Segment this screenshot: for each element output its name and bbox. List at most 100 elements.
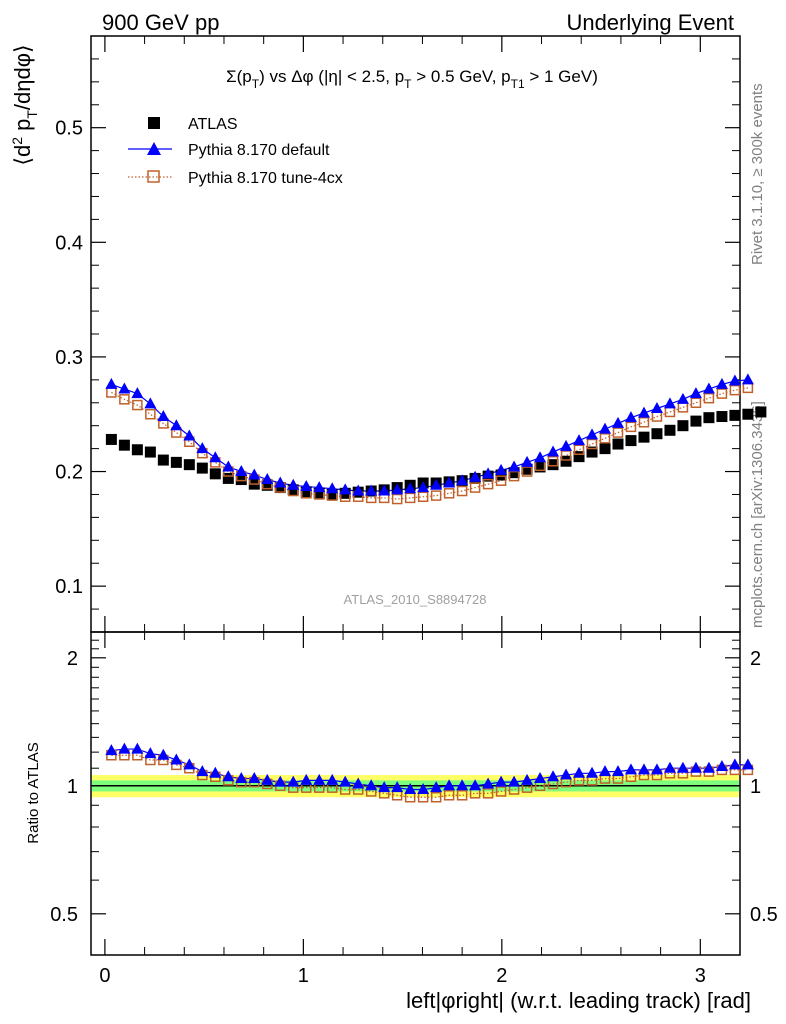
default-point: [404, 482, 417, 494]
legend-marker-default: [147, 142, 161, 155]
ratio-default-point: [495, 775, 508, 787]
ratio-y-tick-label-right: 1: [750, 776, 761, 798]
tune-point: [145, 408, 156, 420]
ratio-default-point: [365, 779, 378, 791]
atlas-point: [508, 467, 520, 479]
atlas-point: [209, 468, 221, 480]
rivet-version: Rivet 3.1.10, ≥ 300k events: [749, 83, 766, 265]
tune-point: [417, 491, 429, 503]
legend-marker-tune: [147, 170, 160, 183]
ratio-default-point: [560, 768, 573, 780]
tune-point: [716, 388, 728, 399]
ratio-default-point: [274, 775, 287, 787]
x-tick-label: 3: [695, 965, 706, 987]
atlas-point: [599, 443, 611, 455]
default-point: [144, 397, 157, 409]
default-point: [728, 374, 741, 386]
ratio-default-point: [417, 783, 430, 795]
default-point: [547, 445, 560, 457]
ratio-default-point: [261, 773, 274, 785]
y-tick-label: 0.3: [55, 347, 83, 369]
tune-point: [599, 433, 611, 444]
ratio-y-tick-label-right: 0.5: [750, 904, 778, 926]
atlas-point: [235, 474, 247, 486]
default-point: [313, 481, 326, 493]
legend-label-atlas: ATLAS: [188, 116, 238, 133]
y-tick-label: 0.2: [55, 462, 83, 484]
ratio-default-point: [222, 770, 235, 782]
ratio-default-point: [248, 772, 261, 784]
ratio-default-point: [183, 758, 196, 770]
ratio-default-point: [534, 772, 547, 784]
ratio-default-point: [728, 758, 741, 770]
tune-point: [521, 466, 533, 477]
atlas-point: [729, 409, 741, 421]
atlas-point: [274, 482, 286, 494]
x-tick-label: 1: [298, 965, 309, 987]
ratio-default-point: [715, 760, 728, 772]
ratio-default-point: [624, 763, 637, 775]
default-point: [339, 483, 352, 495]
tune-point: [625, 421, 637, 433]
default-point: [702, 382, 715, 394]
tune-point: [547, 455, 559, 467]
default-point: [365, 484, 378, 496]
default-point: [235, 465, 248, 477]
default-point: [417, 481, 430, 493]
default-point: [624, 411, 637, 423]
ratio-default-point: [469, 779, 482, 791]
tune-point: [586, 438, 598, 450]
ratio-default-point: [196, 765, 209, 777]
ratio-tune-point: [430, 791, 442, 803]
legend-marker-atlas: [148, 117, 160, 129]
y-tick-label: 0.5: [55, 118, 83, 140]
ratio-default-point: [313, 773, 326, 785]
atlas-point: [196, 462, 208, 474]
ratio-default-point: [676, 761, 689, 773]
ratio-y-tick-label-right: 2: [750, 648, 761, 670]
ratio-default-point: [378, 781, 391, 793]
atlas-point: [222, 472, 234, 484]
atlas-point: [144, 446, 156, 458]
atlas-point: [560, 455, 572, 467]
tune-point: [443, 488, 455, 499]
default-point: [131, 387, 144, 399]
atlas-point: [534, 461, 546, 473]
default-point: [118, 382, 131, 394]
ratio-default-point: [404, 783, 417, 795]
default-point: [352, 484, 365, 496]
ratio-y-tick-label: 2: [67, 648, 78, 670]
default-point: [183, 429, 196, 441]
ratio-default-point: [131, 742, 144, 754]
default-point: [560, 439, 573, 451]
default-point: [741, 373, 754, 385]
legend-label-tune: Pythia 8.170 tune-4cx: [188, 170, 343, 187]
tune-point: [495, 475, 507, 486]
ratio-y-tick-label: 0.5: [50, 904, 78, 926]
tune-point: [430, 490, 442, 501]
atlas-point: [105, 433, 117, 445]
mcplots-citation: mcplots.cern.ch [arXiv:1306.3436]: [749, 401, 766, 628]
default-point: [456, 474, 469, 486]
ratio-default-point: [573, 766, 586, 778]
tune-point: [703, 392, 715, 404]
ratio-default-point: [663, 761, 676, 773]
ratio-default-point: [650, 763, 663, 775]
atlas-point: [664, 424, 676, 436]
atlas-point: [183, 459, 195, 471]
atlas-point: [638, 431, 650, 443]
header-right: Underlying Event: [566, 10, 734, 35]
analysis-id: ATLAS_2010_S8894728: [344, 592, 487, 607]
ratio-default-point: [118, 742, 131, 754]
atlas-point: [547, 459, 559, 471]
default-point: [495, 463, 508, 475]
default-point: [222, 460, 235, 472]
atlas-point: [118, 439, 130, 451]
tune-point: [119, 394, 130, 405]
atlas-point: [716, 411, 728, 423]
y-tick-label: 0.1: [55, 576, 83, 598]
ratio-default-point: [105, 744, 118, 756]
default-point: [430, 478, 443, 490]
ratio-default-point: [586, 766, 599, 778]
tune-point: [469, 482, 481, 493]
